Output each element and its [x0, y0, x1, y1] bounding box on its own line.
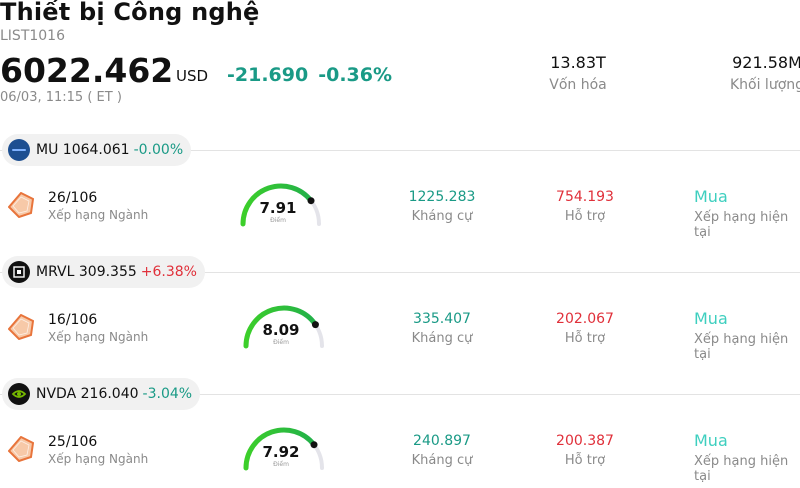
rating-value: Mua — [694, 431, 728, 450]
rating-value: Mua — [694, 187, 728, 206]
score-label: Điểm — [270, 217, 286, 224]
support-label: Hỗ trợ — [564, 209, 606, 224]
support-level: 200.387 Hỗ trợ — [535, 433, 635, 468]
stock-price: 216.040 — [80, 386, 139, 402]
stock-chip-mu[interactable]: MU 1064.061 -0.00% — [2, 134, 192, 166]
rating-label: Xếp hạng hiện tại — [694, 210, 789, 240]
section-divider — [0, 272, 800, 273]
section-divider — [0, 394, 800, 395]
industry-rank-icon — [7, 313, 35, 341]
nvidia-logo-icon — [8, 383, 30, 405]
industry-rank-icon — [7, 191, 35, 219]
industry-rank-icon — [7, 435, 35, 463]
micron-logo-icon — [8, 139, 30, 161]
stock-symbol: MU — [36, 142, 59, 158]
score-gauge — [239, 423, 329, 471]
stock-price: 1064.061 — [62, 142, 130, 158]
currency-label: USD — [176, 67, 209, 85]
volume-label: Khối lượng — [729, 77, 800, 93]
current-rating: Mua Xếp hạng hiện tại — [694, 309, 800, 362]
score-gauge — [239, 301, 329, 349]
current-rating: Mua Xếp hạng hiện tại — [694, 187, 800, 240]
marvell-logo-icon — [8, 261, 30, 283]
rank-value: 26/106 — [48, 190, 98, 206]
score-value: 7.91 — [259, 199, 297, 217]
support-label: Hỗ trợ — [564, 453, 606, 468]
volume-stat: 921.58M Khối lượng — [712, 53, 800, 93]
stock-change: -3.04% — [142, 386, 193, 402]
rank-value: 25/106 — [48, 434, 98, 450]
support-value: 754.193 — [556, 189, 614, 205]
support-label: Hỗ trợ — [564, 331, 606, 346]
score-gauge — [236, 179, 326, 227]
score-value: 8.09 — [262, 321, 300, 339]
stock-chip-nvda[interactable]: NVDA 216.040 -3.04% — [2, 378, 201, 410]
rating-label: Xếp hạng hiện tại — [694, 454, 789, 484]
support-level: 754.193 Hỗ trợ — [535, 189, 635, 224]
current-rating: Mua Xếp hạng hiện tại — [694, 431, 800, 484]
resistance-value: 335.407 — [413, 311, 471, 327]
industry-rank: 26/106 Xếp hạng Ngành — [48, 190, 148, 222]
score-label: Điểm — [273, 339, 289, 346]
support-value: 200.387 — [556, 433, 614, 449]
stock-change: -0.00% — [133, 142, 184, 158]
score-value: 7.92 — [262, 443, 300, 461]
page-title: Thiết bị Công nghệ — [0, 0, 260, 26]
resistance-label: Kháng cự — [411, 453, 473, 468]
list-code: LIST1016 — [0, 28, 65, 44]
price-change: -21.690 -0.36% — [227, 64, 392, 86]
industry-rank: 25/106 Xếp hạng Ngành — [48, 434, 148, 466]
stock-symbol: NVDA — [36, 386, 77, 402]
market-cap-label: Vốn hóa — [549, 77, 607, 93]
change-percent: -0.36% — [318, 64, 393, 86]
resistance-label: Kháng cự — [411, 209, 473, 224]
stock-symbol: MRVL — [36, 264, 75, 280]
rank-value: 16/106 — [48, 312, 98, 328]
volume-value: 921.58M — [732, 53, 800, 72]
rating-label: Xếp hạng hiện tại — [694, 332, 789, 362]
support-value: 202.067 — [556, 311, 614, 327]
resistance-value: 240.897 — [413, 433, 471, 449]
resistance-value: 1225.283 — [408, 189, 476, 205]
index-price: 6022.462 — [0, 51, 174, 90]
rank-label: Xếp hạng Ngành — [48, 330, 149, 344]
stock-change: +6.38% — [140, 264, 197, 280]
resistance-level: 335.407 Kháng cự — [392, 311, 492, 346]
score-label: Điểm — [273, 461, 289, 468]
resistance-label: Kháng cự — [411, 331, 473, 346]
resistance-level: 240.897 Kháng cự — [392, 433, 492, 468]
market-cap-value: 13.83T — [550, 53, 606, 72]
rank-label: Xếp hạng Ngành — [48, 208, 149, 222]
stock-chip-mrvl[interactable]: MRVL 309.355 +6.38% — [2, 256, 205, 288]
rank-label: Xếp hạng Ngành — [48, 452, 149, 466]
section-divider — [0, 150, 800, 151]
market-cap-stat: 13.83T Vốn hóa — [528, 53, 628, 93]
industry-rank: 16/106 Xếp hạng Ngành — [48, 312, 148, 344]
support-level: 202.067 Hỗ trợ — [535, 311, 635, 346]
resistance-level: 1225.283 Kháng cự — [392, 189, 492, 224]
timestamp: 06/03, 11:15 ( ET ) — [0, 90, 122, 105]
rating-value: Mua — [694, 309, 728, 328]
change-value: -21.690 — [227, 64, 309, 86]
stock-price: 309.355 — [78, 264, 137, 280]
